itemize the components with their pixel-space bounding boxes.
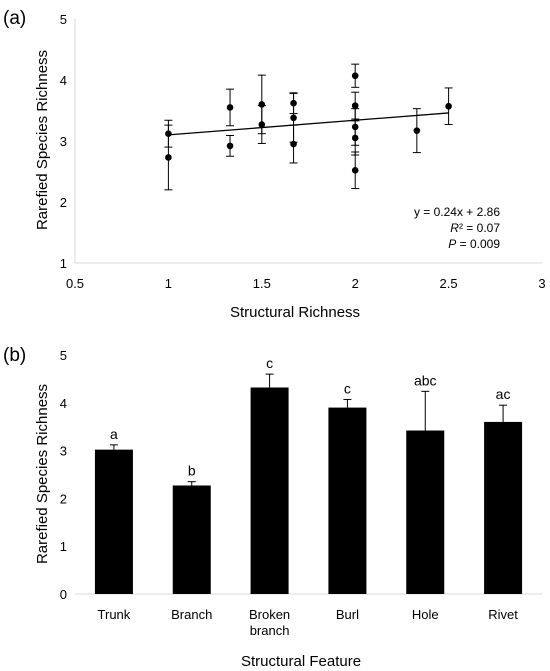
scatter-x-tick-label: 2 [352,276,359,291]
scatter-annotation: y = 0.24x + 2.86 R² = 0.07 P = 0.009 [414,205,500,251]
bar [250,387,289,594]
bar-y-tick-label: 4 [60,396,67,411]
r-squared-label: R² = 0.07 [450,221,500,235]
data-point [351,166,359,174]
scatter-y-tick-label: 5 [60,12,67,27]
p-symbol: P [448,237,456,251]
bar-x-axis-title: Structural Feature [241,653,361,670]
bar-y-tick-label: 1 [60,539,67,554]
bar-y-tick-label: 5 [60,348,67,363]
bar-category-label: Branch [171,607,212,622]
bar-y-tick-label: 0 [60,587,67,602]
significance-letter: ac [496,386,511,402]
scatter-y-axis-title: Rarefied Species Richness [34,50,51,230]
bar [484,421,523,594]
scatter-x-tick-label: 0.5 [66,276,84,291]
bar [172,485,211,594]
data-point [351,72,359,80]
bar-category-label: Hole [412,607,439,622]
p-value: = 0.009 [456,237,500,251]
data-point [290,140,297,148]
scatter-y-tick-label: 3 [60,134,67,149]
bar [406,430,445,594]
scatter-y-tick-label: 1 [60,256,67,271]
bar-y-axis-title: Rarefied Species Richness [34,384,51,564]
significance-letter: c [266,355,273,371]
scatter-x-tick-label: 2.5 [440,276,458,291]
bar-y-tick-label: 3 [60,444,67,459]
trendline [168,112,449,136]
significance-letter: c [344,380,351,396]
scatter-y-tick-label: 4 [60,73,67,88]
significance-letter: a [110,426,118,442]
scatter-x-tick-label: 3 [538,276,545,291]
bar [328,407,367,594]
p-value-label: P = 0.009 [448,237,500,251]
bar-category-label: Broken [249,607,290,622]
scatter-x-tick-label: 1 [165,276,172,291]
data-point [226,142,234,150]
bar-panel: (b) Structural Feature Rarefied Species … [3,345,542,670]
bar-category-label: Trunk [98,607,131,622]
r-squared-value: ² = 0.07 [459,221,500,235]
bar-category-label: Rivet [488,607,518,622]
bar-category-label: Burl [336,607,359,622]
panel-b-label: (b) [3,345,26,366]
bar [94,449,133,594]
data-point [413,127,421,134]
scatter-panel: (a) Structural Richness Rarefied Species… [3,8,546,321]
data-point [258,121,266,128]
scatter-x-axis-title: Structural Richness [230,304,360,321]
data-point [226,104,234,111]
data-point [351,134,359,142]
data-point [290,114,297,122]
significance-letter: b [188,463,196,479]
scatter-x-tick-label: 1.5 [253,276,271,291]
data-point [351,102,359,109]
trendline-equation: y = 0.24x + 2.86 [414,205,500,219]
panel-a-label: (a) [3,8,26,29]
bar-category-label: branch [250,623,290,638]
scatter-y-tick-label: 2 [60,195,67,210]
data-point [445,102,452,110]
bar-y-tick-label: 2 [60,491,67,506]
r-squared-symbol: R [450,221,459,235]
significance-letter: abc [414,372,437,388]
data-point [165,154,172,161]
